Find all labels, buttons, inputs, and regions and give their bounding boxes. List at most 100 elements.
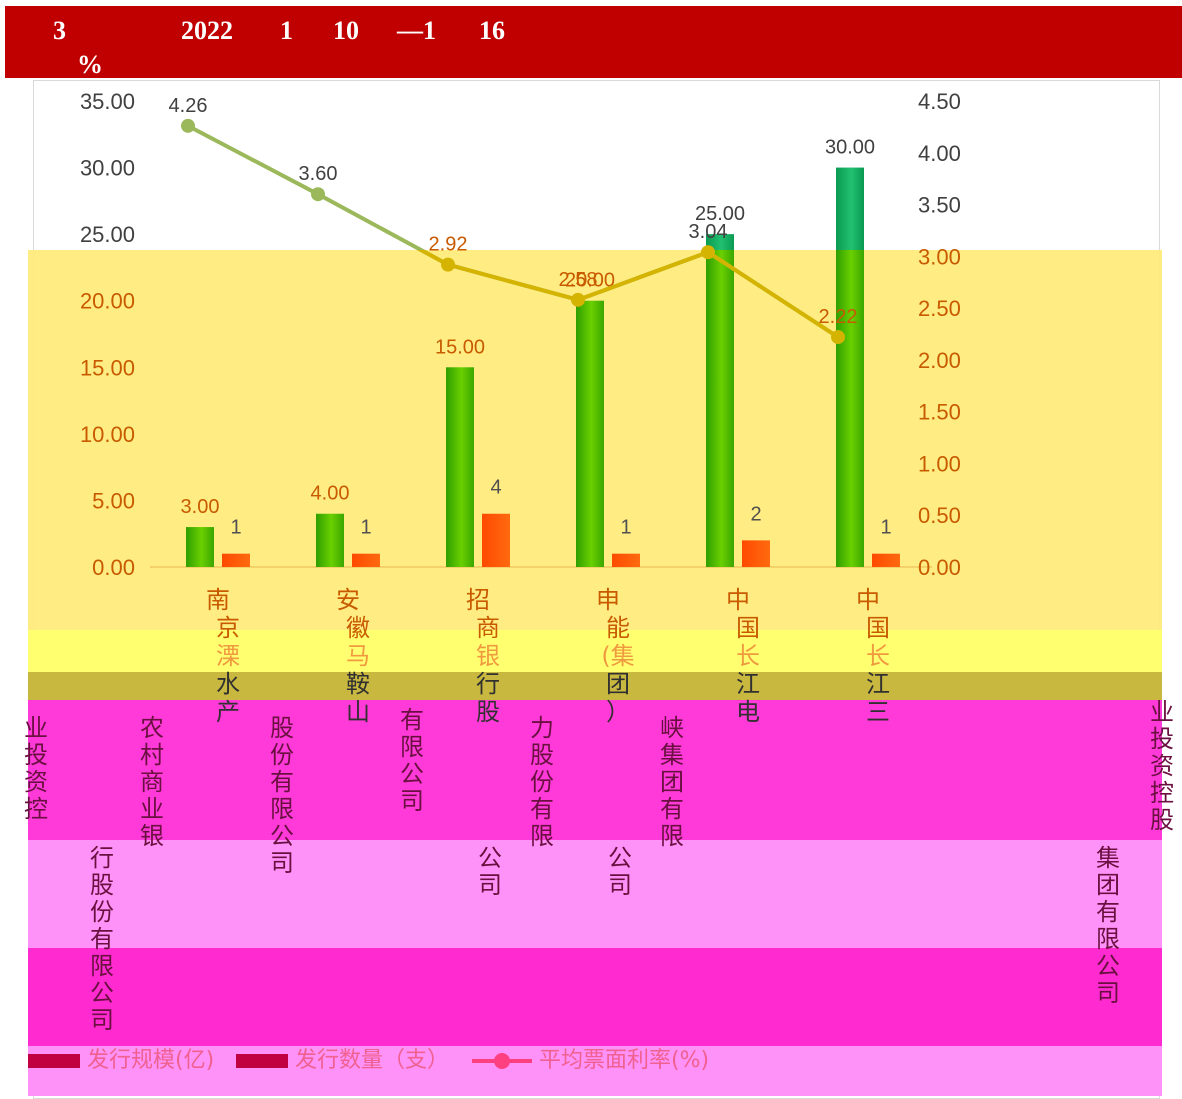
overflow-label-char: 有 xyxy=(270,768,294,796)
bar-scale-label: 25.00 xyxy=(695,203,745,225)
overflow-label-char: 力 xyxy=(530,714,554,742)
bar-scale-label: 3.00 xyxy=(181,496,220,518)
overflow-label-char: 行 xyxy=(90,844,114,872)
line-rate-label: 2.92 xyxy=(429,234,468,256)
overflow-label-char: 控 xyxy=(1150,779,1174,807)
overflow-label-char: 限 xyxy=(530,822,554,850)
overflow-label-char: 司 xyxy=(400,787,424,815)
overflow-label-char: 份 xyxy=(90,898,114,926)
right-tick-label: 0.50 xyxy=(918,503,961,528)
category-label-char: 能 xyxy=(606,614,630,642)
overflow-label-char: 公 xyxy=(1096,952,1120,980)
category-label-char: 溧 xyxy=(216,642,240,670)
line-rate-label: 2.22 xyxy=(819,306,858,328)
right-tick-label: 4.50 xyxy=(918,89,961,114)
category-label-char: 山 xyxy=(346,698,370,726)
overflow-label-char: 投 xyxy=(24,741,48,769)
bar-scale-label: 30.00 xyxy=(825,137,875,159)
category-label-char: 商 xyxy=(476,614,500,642)
left-tick-label: 30.00 xyxy=(80,156,135,181)
bar-scale-label: 4.00 xyxy=(311,483,350,505)
bar-count xyxy=(222,553,250,567)
right-tick-label: 0.00 xyxy=(918,555,961,580)
legend-label-count: 发行数量（支） xyxy=(295,1048,450,1073)
category-label-char: 长 xyxy=(736,642,760,670)
overflow-label-char: 股 xyxy=(530,741,554,769)
bar-count xyxy=(742,540,770,567)
overflow-label-char: 峡 xyxy=(660,714,684,742)
bar-count-label: 1 xyxy=(230,517,241,539)
category-label-char: 电 xyxy=(736,698,760,726)
right-tick-label: 1.00 xyxy=(918,451,961,476)
category-label-char: 中 xyxy=(856,586,880,614)
category-label-char: 长 xyxy=(866,642,890,670)
overflow-label-char: 份 xyxy=(270,741,294,769)
overflow-label-char: 有 xyxy=(90,925,114,953)
category-label-char: 鞍 xyxy=(346,670,370,698)
overflow-label-char: 司 xyxy=(1096,979,1120,1007)
overflow-label-char: 司 xyxy=(608,871,632,899)
category-label-char: 团 xyxy=(606,670,630,698)
left-tick-label: 25.00 xyxy=(80,222,135,247)
category-label-char: 申 xyxy=(596,586,620,614)
category-label-char: 江 xyxy=(736,670,760,698)
line-rate-band xyxy=(416,250,840,339)
category-label-char: 马 xyxy=(346,642,370,670)
overflow-label-char: 限 xyxy=(1096,925,1120,953)
left-tick-label: 15.00 xyxy=(80,355,135,380)
category-label-char: 产 xyxy=(216,698,240,726)
bar-count xyxy=(612,553,640,567)
bar-scale-label: 15.00 xyxy=(435,336,485,358)
overflow-label-char: 司 xyxy=(478,871,502,899)
overflow-label-char: 有 xyxy=(400,706,424,734)
legend-label-scale: 发行规模(亿) xyxy=(87,1048,215,1073)
overflow-label-char: 司 xyxy=(90,1006,114,1034)
title-text-6: —1 xyxy=(397,16,436,45)
overflow-label-char: 股 xyxy=(90,871,114,899)
overflow-label-char: 公 xyxy=(478,844,502,872)
legend-item-scale: 发行规模(亿) xyxy=(28,1042,214,1074)
left-tick-label: 5.00 xyxy=(92,488,135,513)
title-text-3: 2022 xyxy=(181,16,233,45)
right-tick-label: 1.50 xyxy=(918,400,961,425)
legend-item-rate: 平均票面利率(%) xyxy=(472,1042,709,1074)
category-label-char: (集 xyxy=(601,642,634,670)
bar-scale xyxy=(446,367,474,567)
legend-item-count: 发行数量（支） xyxy=(236,1042,449,1074)
overflow-label-char: 业 xyxy=(140,795,164,823)
bar-count-label: 1 xyxy=(620,517,631,539)
bar-scale xyxy=(836,250,864,567)
overflow-label-char: 资 xyxy=(1150,752,1174,780)
bar-count-label: 4 xyxy=(490,477,501,499)
category-label-char: 股 xyxy=(476,698,500,726)
category-label-char: 水 xyxy=(216,670,240,698)
category-label-char: 国 xyxy=(736,614,760,642)
overflow-label-char: 限 xyxy=(400,733,424,761)
right-tick-label: 3.00 xyxy=(918,244,961,269)
overflow-label-char: 有 xyxy=(1096,898,1120,926)
category-label-char: 京 xyxy=(216,614,240,642)
overflow-label-char: 股 xyxy=(1150,806,1174,834)
title-text-4: 1 xyxy=(280,16,293,45)
bar-count-label: 1 xyxy=(880,517,891,539)
overflow-label-char: 银 xyxy=(140,822,164,850)
bar-count-label: 1 xyxy=(360,517,371,539)
category-label-char: 中 xyxy=(726,586,750,614)
title-text-2: % xyxy=(77,50,103,79)
line-rate-label: 4.26 xyxy=(169,95,208,117)
bar-scale-top xyxy=(706,234,734,250)
right-tick-label: 2.00 xyxy=(918,348,961,373)
right-tick-label: 4.00 xyxy=(918,141,961,166)
overflow-label-char: 资 xyxy=(24,768,48,796)
bar-count-label: 2 xyxy=(750,503,761,525)
category-label-char: 南 xyxy=(206,586,230,614)
left-tick-label: 20.00 xyxy=(80,289,135,314)
overflow-label-char: 团 xyxy=(660,768,684,796)
right-tick-label: 3.50 xyxy=(918,193,961,218)
bar-scale xyxy=(186,527,214,567)
overflow-label-char: 公 xyxy=(608,844,632,872)
line-rate-point xyxy=(571,292,585,307)
category-label-char: 行 xyxy=(476,670,500,698)
bar-scale xyxy=(316,513,344,567)
